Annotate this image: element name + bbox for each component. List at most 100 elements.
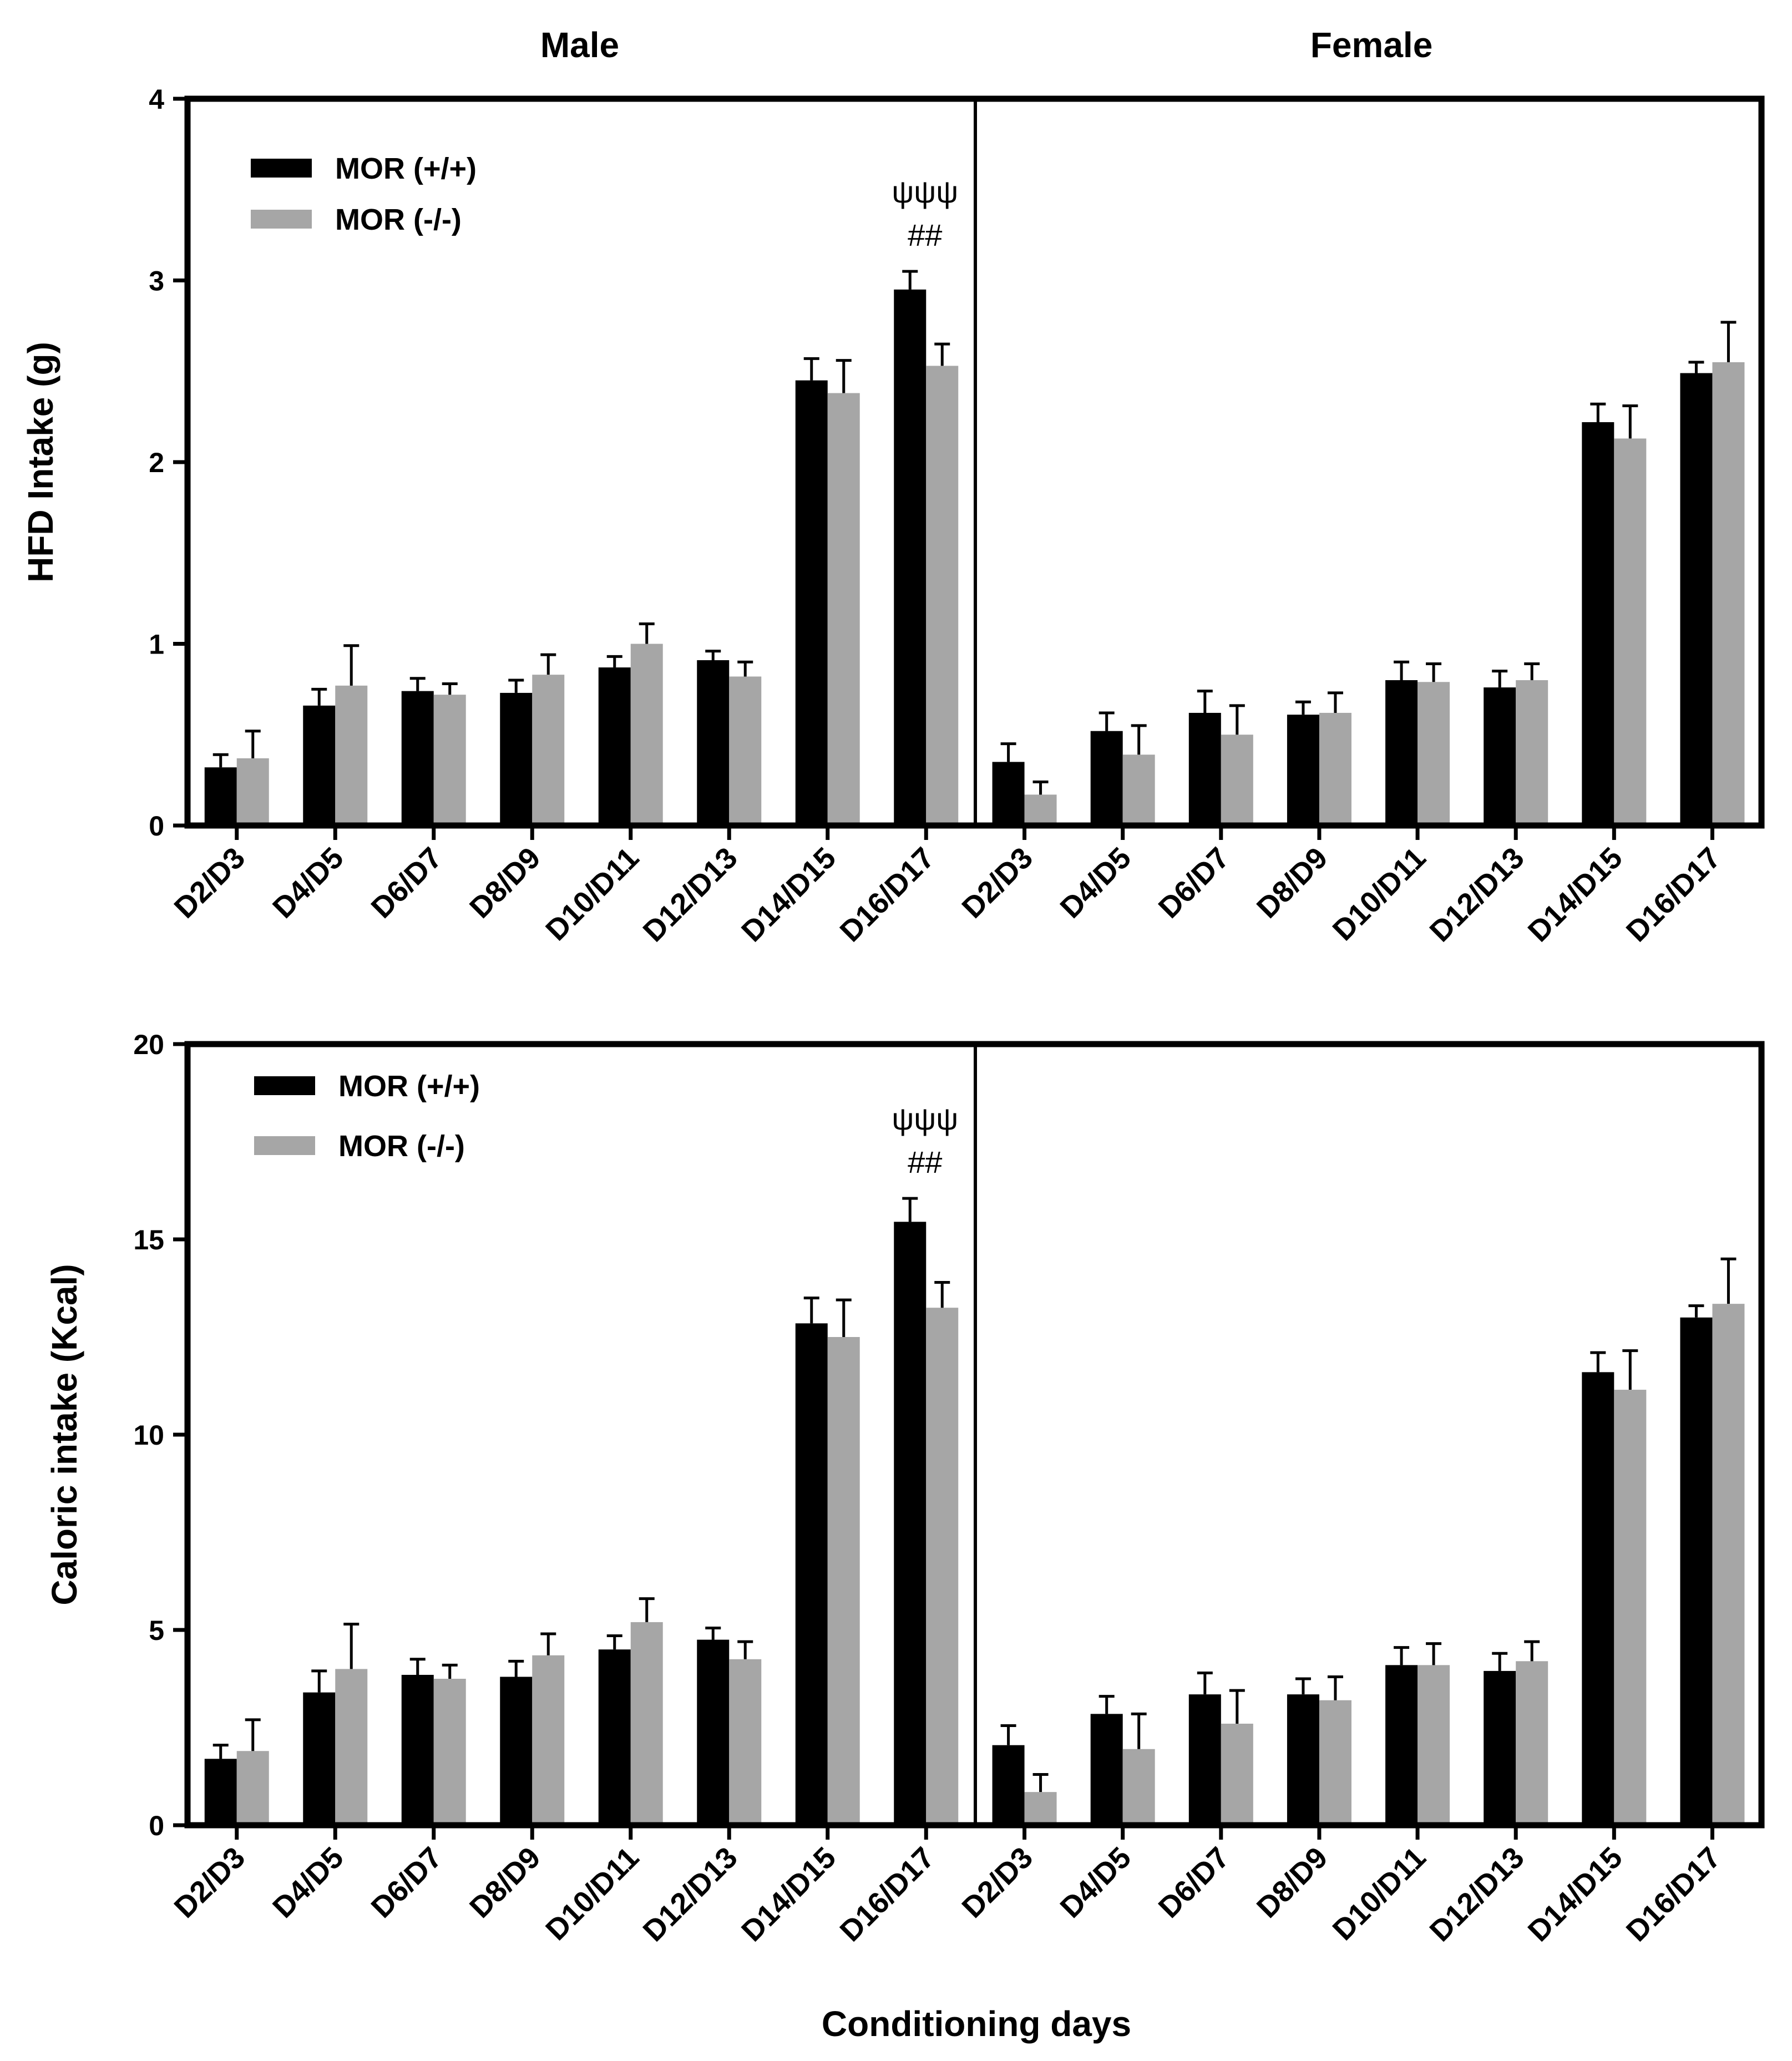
legend-swatch-caloric-0 xyxy=(254,1076,315,1095)
y-tick-label-caloric-0: 0 xyxy=(149,1810,164,1841)
x-tick-label-caloric-male-1: D4/D5 xyxy=(266,1841,350,1925)
y-tick-label-hfd-1: 1 xyxy=(149,629,164,660)
bar-caloric-male-mor-wt-3 xyxy=(500,1677,533,1825)
bar-caloric-male-mor-wt-6 xyxy=(795,1323,828,1825)
bar-caloric-male-mor-wt-5 xyxy=(697,1639,730,1825)
bar-hfd-female-mor-wt-5 xyxy=(1484,687,1516,826)
error-bar-hfd-female-mor-ko-0 xyxy=(1032,780,1049,795)
x-tick-label-hfd-female-7: D16/D17 xyxy=(1620,841,1727,948)
bar-caloric-female-mor-wt-0 xyxy=(992,1745,1025,1825)
y-tick-label-caloric-2: 10 xyxy=(133,1420,164,1451)
error-bar-hfd-female-mor-ko-6 xyxy=(1622,404,1638,439)
bar-hfd-female-mor-wt-0 xyxy=(992,762,1025,826)
panel-header-male: Male xyxy=(540,25,619,65)
bar-caloric-male-mor-ko-3 xyxy=(532,1655,565,1825)
bar-hfd-female-mor-ko-1 xyxy=(1122,754,1155,826)
significance-annotation-hfd-0: ψψψ xyxy=(892,174,958,209)
bar-hfd-female-mor-wt-4 xyxy=(1385,680,1418,826)
significance-annotation-caloric-1: ## xyxy=(908,1145,942,1179)
error-bar-hfd-female-mor-ko-5 xyxy=(1524,662,1540,680)
legend-label-caloric-0: MOR (+/+) xyxy=(338,1070,480,1103)
legend-swatch-caloric-1 xyxy=(254,1136,315,1155)
error-bar-hfd-female-mor-wt-5 xyxy=(1492,670,1508,688)
bar-hfd-male-mor-wt-3 xyxy=(500,692,533,826)
bar-caloric-female-mor-wt-4 xyxy=(1385,1665,1418,1825)
bar-hfd-female-mor-ko-4 xyxy=(1418,682,1450,826)
bar-hfd-male-mor-wt-1 xyxy=(303,705,336,826)
bar-caloric-male-mor-wt-1 xyxy=(303,1692,336,1825)
x-tick-label-caloric-female-5: D12/D13 xyxy=(1424,1841,1531,1948)
error-bar-hfd-female-mor-wt-1 xyxy=(1099,711,1115,731)
bar-hfd-male-mor-wt-7 xyxy=(894,289,927,826)
x-tick-label-caloric-female-6: D14/D15 xyxy=(1522,1841,1629,1948)
y-tick-label-caloric-3: 15 xyxy=(133,1224,164,1255)
x-tick-label-caloric-male-0: D2/D3 xyxy=(168,1841,252,1925)
x-tick-label-caloric-male-6: D14/D15 xyxy=(735,1841,842,1948)
bar-hfd-female-mor-ko-3 xyxy=(1319,712,1351,826)
error-bar-hfd-male-mor-ko-1 xyxy=(343,644,360,686)
bar-caloric-female-mor-wt-1 xyxy=(1090,1714,1123,1825)
error-bar-caloric-male-mor-ko-0 xyxy=(245,1718,261,1751)
error-bar-hfd-female-mor-wt-6 xyxy=(1590,402,1606,422)
y-tick-label-hfd-4: 4 xyxy=(149,84,164,115)
x-tick-label-hfd-female-4: D10/D11 xyxy=(1327,841,1432,947)
bar-hfd-female-mor-ko-2 xyxy=(1221,735,1253,826)
x-tick-label-caloric-male-4: D10/D11 xyxy=(539,1841,645,1947)
error-bar-hfd-male-mor-wt-5 xyxy=(705,650,721,660)
x-tick-label-hfd-male-0: D2/D3 xyxy=(168,841,252,925)
x-tick-label-hfd-male-4: D10/D11 xyxy=(539,841,645,947)
y-tick-label-caloric-4: 20 xyxy=(133,1029,164,1060)
bar-caloric-female-mor-ko-0 xyxy=(1024,1792,1057,1825)
error-bar-caloric-male-mor-wt-4 xyxy=(606,1634,622,1650)
bar-hfd-male-mor-ko-2 xyxy=(433,695,466,826)
x-tick-label-caloric-female-0: D2/D3 xyxy=(955,1841,1039,1925)
bar-caloric-female-mor-ko-6 xyxy=(1614,1390,1647,1825)
bar-caloric-male-mor-ko-7 xyxy=(926,1308,959,1825)
error-bar-hfd-female-mor-wt-0 xyxy=(1000,742,1016,762)
x-tick-label-caloric-male-2: D6/D7 xyxy=(365,1841,449,1925)
x-tick-label-hfd-female-2: D6/D7 xyxy=(1152,841,1236,925)
bar-hfd-female-mor-ko-6 xyxy=(1614,438,1647,826)
bar-caloric-female-mor-wt-7 xyxy=(1680,1317,1713,1825)
y-tick-label-hfd-0: 0 xyxy=(149,811,164,842)
error-bar-hfd-male-mor-wt-1 xyxy=(311,687,327,706)
error-bar-caloric-female-mor-ko-0 xyxy=(1032,1773,1049,1792)
error-bar-caloric-female-mor-wt-7 xyxy=(1688,1304,1704,1318)
bar-caloric-male-mor-ko-2 xyxy=(433,1679,466,1825)
error-bar-hfd-male-mor-wt-3 xyxy=(508,678,524,693)
x-tick-label-hfd-female-3: D8/D9 xyxy=(1251,841,1334,925)
error-bar-hfd-female-mor-ko-1 xyxy=(1131,724,1147,755)
bar-hfd-male-mor-wt-0 xyxy=(204,767,237,826)
bar-hfd-female-mor-wt-7 xyxy=(1680,373,1713,826)
x-tick-label-caloric-female-3: D8/D9 xyxy=(1251,1841,1334,1925)
x-tick-label-caloric-female-1: D4/D5 xyxy=(1054,1841,1138,1925)
error-bar-caloric-male-mor-ko-4 xyxy=(639,1597,655,1622)
bar-caloric-female-mor-ko-5 xyxy=(1516,1661,1548,1825)
x-tick-label-hfd-female-6: D14/D15 xyxy=(1522,841,1629,948)
bar-caloric-male-mor-wt-7 xyxy=(894,1222,927,1825)
x-tick-label-hfd-male-1: D4/D5 xyxy=(266,841,350,925)
error-bar-hfd-male-mor-wt-4 xyxy=(606,655,622,668)
error-bar-caloric-male-mor-ko-1 xyxy=(343,1622,360,1669)
error-bar-caloric-female-mor-wt-4 xyxy=(1394,1646,1410,1665)
error-bar-caloric-male-mor-wt-2 xyxy=(409,1658,426,1675)
bar-hfd-male-mor-ko-4 xyxy=(630,644,663,826)
x-tick-label-caloric-female-4: D10/D11 xyxy=(1327,1841,1432,1947)
error-bar-hfd-male-mor-ko-6 xyxy=(836,359,852,393)
bar-caloric-female-mor-ko-4 xyxy=(1418,1665,1450,1825)
error-bar-caloric-male-mor-ko-3 xyxy=(540,1632,556,1655)
bar-hfd-female-mor-wt-1 xyxy=(1090,731,1123,826)
bar-hfd-male-mor-ko-3 xyxy=(532,675,565,826)
error-bar-hfd-female-mor-wt-7 xyxy=(1688,361,1704,373)
error-bar-caloric-female-mor-wt-6 xyxy=(1590,1351,1606,1373)
error-bar-caloric-male-mor-wt-0 xyxy=(212,1744,229,1759)
x-tick-label-hfd-female-1: D4/D5 xyxy=(1054,841,1138,925)
legend-label-caloric-1: MOR (-/-) xyxy=(338,1130,465,1163)
error-bar-caloric-female-mor-ko-7 xyxy=(1720,1257,1737,1304)
error-bar-caloric-male-mor-wt-5 xyxy=(705,1626,721,1640)
error-bar-caloric-female-mor-ko-6 xyxy=(1622,1349,1638,1390)
error-bar-caloric-female-mor-ko-4 xyxy=(1426,1642,1442,1665)
